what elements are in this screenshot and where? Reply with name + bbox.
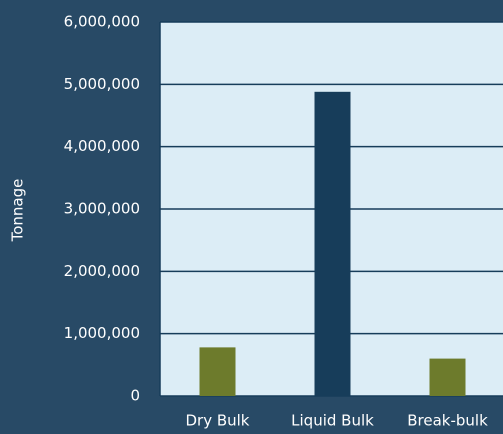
x-tick-label: Liquid Bulk	[291, 412, 374, 430]
y-tick-label: 6,000,000	[64, 13, 140, 31]
y-tick-label: 3,000,000	[64, 200, 140, 218]
bar	[429, 358, 466, 396]
y-tick-label: 0	[130, 387, 140, 405]
y-axis-label: Tonnage	[9, 179, 27, 243]
bar	[199, 347, 236, 396]
y-tick-label: 5,000,000	[64, 75, 140, 93]
y-tick-label: 2,000,000	[64, 262, 140, 280]
x-tick-label: Dry Bulk	[185, 412, 249, 430]
y-tick-label: 4,000,000	[64, 137, 140, 155]
bar	[314, 91, 351, 397]
y-tick-label: 1,000,000	[64, 324, 140, 342]
x-tick-label: Break-bulk	[407, 412, 488, 430]
